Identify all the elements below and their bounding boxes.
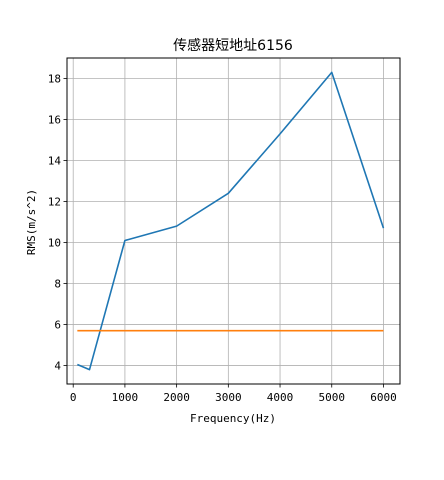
x-tick-label: 5000 — [318, 391, 345, 404]
y-tick-label: 10 — [48, 237, 61, 250]
y-tick-label: 16 — [48, 114, 61, 127]
y-tick-label: 14 — [48, 155, 62, 168]
y-tick-label: 18 — [48, 73, 61, 86]
x-tick-label: 3000 — [215, 391, 242, 404]
y-tick-label: 12 — [48, 196, 61, 209]
x-tick-label: 4000 — [267, 391, 294, 404]
series-line-1 — [77, 71, 385, 371]
grid-lines — [67, 58, 400, 384]
x-axis-label: Frequency(Hz) — [190, 412, 276, 425]
y-tick-label: 8 — [54, 278, 61, 291]
x-tick-label: 6000 — [370, 391, 397, 404]
y-axis-ticks: 4 6 8 10 12 14 16 18 — [48, 73, 67, 373]
plot-frame — [66, 57, 401, 385]
y-axis-label: RMS(m/s^2) — [25, 189, 38, 255]
x-tick-label: 0 — [70, 391, 77, 404]
x-axis-ticks: 0 1000 2000 3000 4000 5000 6000 — [70, 384, 397, 404]
y-tick-label: 6 — [54, 319, 61, 332]
x-tick-label: 2000 — [163, 391, 190, 404]
y-tick-label: 4 — [54, 360, 61, 373]
chart-title: 传感器短地址6156 — [173, 37, 293, 54]
series-lines — [77, 71, 385, 371]
x-tick-label: 1000 — [112, 391, 139, 404]
